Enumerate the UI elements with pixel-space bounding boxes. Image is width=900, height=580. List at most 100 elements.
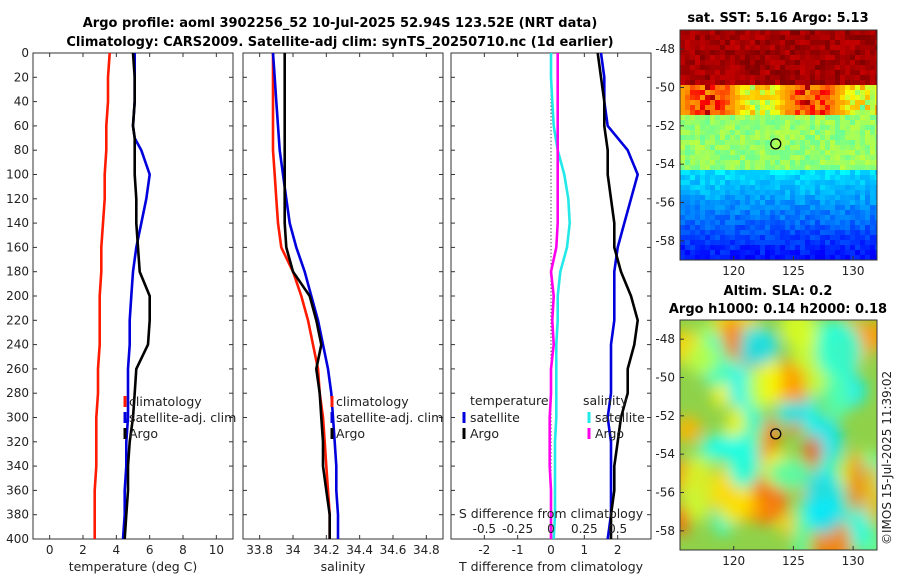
sst-cell [680,175,686,181]
sst-cell [860,75,866,81]
sst-cell [765,55,771,61]
sst-cell [755,95,761,101]
sst-cell [860,250,866,256]
sst-cell [695,135,701,141]
sst-cell [760,80,766,86]
sst-cell [730,70,736,76]
sst-cell [680,130,686,136]
sst-cell [725,100,731,106]
sst-cell [785,50,791,56]
sla-blob [726,432,760,489]
sst-cell [700,160,706,166]
sst-cell [745,240,751,246]
sst-cell [810,195,816,201]
map-x-tick-label: 120 [722,264,745,278]
sst-cell [690,55,696,61]
sst-cell [730,160,736,166]
sst-cell [775,55,781,61]
sst-cell [775,230,781,236]
sst-cell [745,150,751,156]
sst-cell [735,115,741,121]
sst-cell [715,135,721,141]
sst-cell [750,70,756,76]
sst-cell [790,115,796,121]
sst-cell [740,175,746,181]
sst-cell [840,220,846,226]
sst-cell [840,105,846,111]
sst-cell [730,180,736,186]
sst-cell [840,65,846,71]
sst-cell [760,155,766,161]
sst-cell [815,190,821,196]
sst-cell [865,65,871,71]
sst-cell [865,220,871,226]
sst-cell [865,200,871,206]
sst-cell [780,125,786,131]
sst-cell [820,35,826,41]
sst-cell [805,195,811,201]
sst-cell [715,170,721,176]
sst-cell [700,100,706,106]
sst-cell [845,190,851,196]
sst-cell [800,75,806,81]
sst-cell [860,180,866,186]
sst-cell [755,35,761,41]
sst-cell [825,70,831,76]
salinity-panel: 33.8 34 34.2 34.4 34.6 34.8salinityclimatolog… [242,52,444,574]
sst-cell [835,150,841,156]
sst-cell [875,155,877,161]
sst-cell [860,245,866,251]
sst-cell [685,85,691,91]
sst-cell [860,60,866,66]
sst-cell [850,205,856,211]
sst-cell [685,120,691,126]
sst-cell [820,60,826,66]
sst-cell [865,145,871,151]
sst-cell [855,95,861,101]
x-tick-label: -1 [512,543,524,557]
sst-cell [740,210,746,216]
sst-cell [860,95,866,101]
y-tick-label: 320 [6,435,29,449]
sst-cell [745,200,751,206]
sst-cell [845,165,851,171]
sst-cell [795,240,801,246]
sst-cell [800,40,806,46]
sst-cell [690,85,696,91]
sst-cell [695,180,701,186]
sst-cell [825,255,831,260]
sst-cell [835,65,841,71]
sst-cell [860,225,866,231]
sst-cell [870,145,876,151]
sst-cell [710,170,716,176]
sst-cell [685,95,691,101]
sst-cell [720,50,726,56]
sst-cell [830,85,836,91]
sst-cell [765,185,771,191]
sst-cell [835,110,841,116]
sst-cell [845,205,851,211]
sst-cell [710,160,716,166]
sst-cell [855,65,861,71]
sst-cell [730,100,736,106]
sst-cell [815,75,821,81]
sst-cell [840,90,846,96]
sst-cell [825,140,831,146]
sst-cell [810,125,816,131]
sst-cell [820,30,826,36]
sst-cell [845,245,851,251]
sst-cell [770,160,776,166]
sst-cell [785,185,791,191]
sst-cell [805,175,811,181]
sla-blob [780,320,816,348]
x-axis-label: T difference from climatology [458,559,644,574]
sst-cell [875,255,877,260]
sst-cell [855,250,861,256]
sst-cell [690,40,696,46]
x-tick-label: 2 [79,543,87,557]
sst-cell [840,160,846,166]
sst-cell [825,30,831,36]
sst-cell [760,60,766,66]
sst-cell [715,250,721,256]
sst-cell [780,190,786,196]
